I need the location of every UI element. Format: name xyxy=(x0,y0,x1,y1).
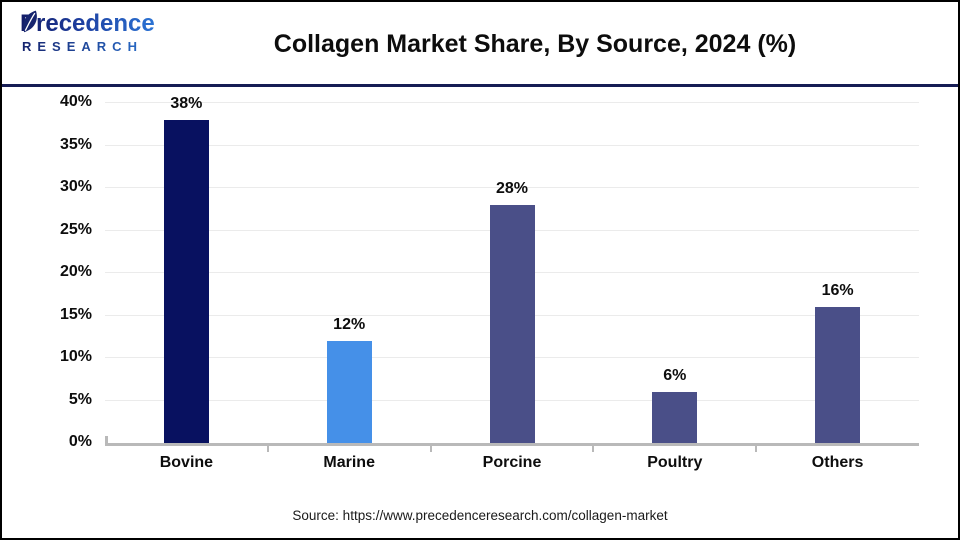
bar-porcine xyxy=(489,205,535,443)
x-axis-category-label-bovine: Bovine xyxy=(159,454,214,471)
x-axis-tick xyxy=(266,446,269,452)
bar-value-label-others: 16% xyxy=(821,282,854,299)
y-axis-tick-label: 25% xyxy=(59,220,92,238)
logo-subtitle: RESEARCH xyxy=(22,40,188,53)
gridline-35 xyxy=(105,144,919,146)
x-axis-line xyxy=(105,443,919,446)
bar-chart-plot-area: 38% 12% 28% 6% 16% xyxy=(105,95,919,452)
chart-title: Collagen Market Share, By Source, 2024 (… xyxy=(273,30,797,58)
bar-value-label-bovine: 38% xyxy=(170,95,203,112)
precedence-research-logo: Precedence RESEARCH xyxy=(18,10,188,53)
bar-others xyxy=(815,307,861,443)
x-axis-tick xyxy=(755,446,758,452)
header-divider xyxy=(2,84,958,87)
y-axis-tick-label: 30% xyxy=(59,178,92,195)
y-axis-tick-label: 35% xyxy=(59,135,92,153)
bar-value-label-marine: 12% xyxy=(333,316,366,333)
bar-value-label-poultry: 6% xyxy=(663,367,687,384)
bar-bovine xyxy=(163,120,209,443)
bar-value-label-porcine: 28% xyxy=(495,180,529,197)
x-axis-tick xyxy=(429,446,432,452)
y-axis-tick-label: 10% xyxy=(59,348,92,365)
gridline-30 xyxy=(105,187,919,188)
x-axis-category-label-porcine: Porcine xyxy=(482,454,542,471)
y-axis-tick-label: 20% xyxy=(59,263,92,280)
y-axis-tick-label: 40% xyxy=(59,93,92,110)
gridline-40 xyxy=(105,102,919,103)
x-axis-category-label-marine: Marine xyxy=(323,454,375,471)
logo-word: Precedence xyxy=(20,12,188,36)
x-axis-tick xyxy=(592,446,595,452)
y-axis-tick-label: 5% xyxy=(68,390,92,408)
source-text: Source: https://www.precedenceresearch.c… xyxy=(292,508,668,523)
x-axis-category-label-others: Others xyxy=(811,454,864,471)
y-axis-tick-label: 0% xyxy=(68,433,92,450)
x-axis-category-label-poultry: Poultry xyxy=(647,454,703,471)
bar-marine xyxy=(326,341,372,443)
y-axis-tick-label: 15% xyxy=(59,305,92,323)
leaf-icon xyxy=(23,10,37,33)
bar-poultry xyxy=(652,392,698,443)
y-axis-zero-tick xyxy=(105,436,108,446)
